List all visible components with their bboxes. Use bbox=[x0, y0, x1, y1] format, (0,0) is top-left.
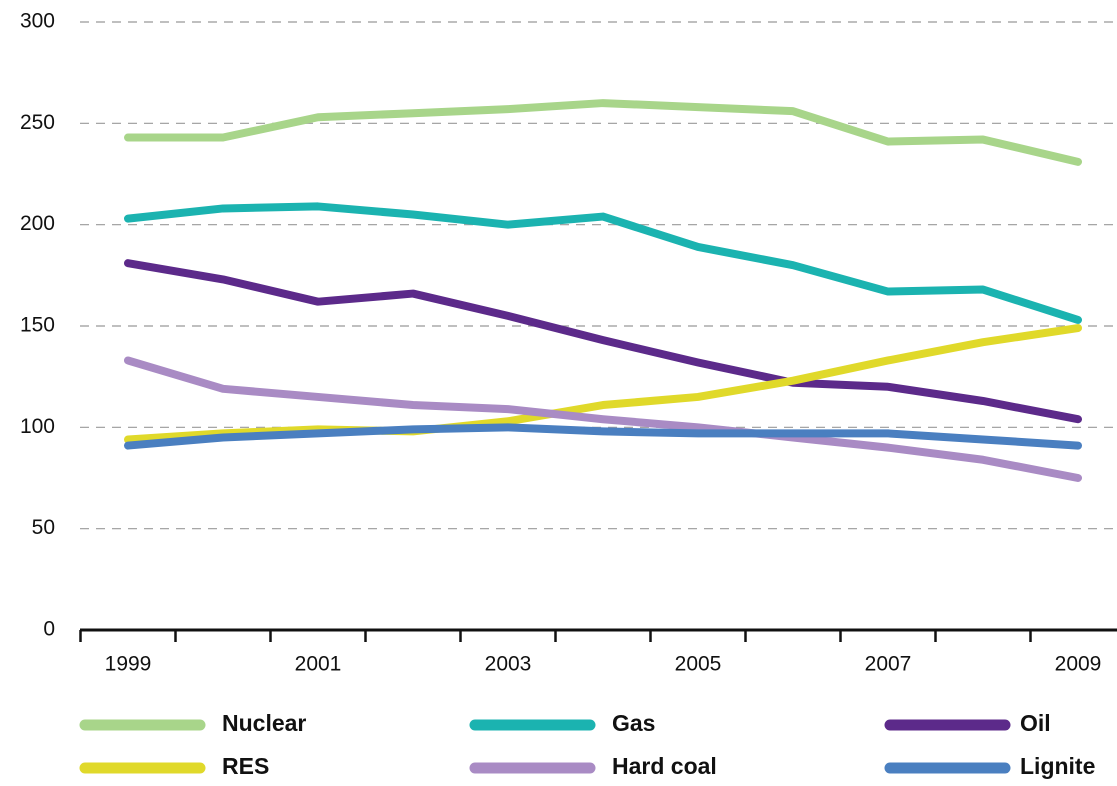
data-line bbox=[124, 259, 1082, 424]
x-tick-label: 2001 bbox=[295, 653, 342, 676]
y-tick-label: 100 bbox=[20, 415, 55, 438]
y-tick-label: 300 bbox=[20, 10, 55, 33]
data-line bbox=[124, 356, 1082, 482]
y-tick-label: 250 bbox=[20, 111, 55, 134]
y-tick-label: 50 bbox=[32, 516, 55, 539]
y-tick-label: 200 bbox=[20, 212, 55, 235]
x-tick-label: 2009 bbox=[1055, 653, 1102, 676]
y-tick-label: 0 bbox=[43, 618, 55, 641]
legend-label: Nuclear bbox=[222, 710, 306, 736]
y-tick-label: 150 bbox=[20, 314, 55, 337]
legend-label: Lignite bbox=[1020, 753, 1095, 779]
x-tick-label: 2003 bbox=[485, 653, 532, 676]
legend-label: Gas bbox=[612, 710, 655, 736]
data-line bbox=[124, 423, 1082, 450]
legend-label: RES bbox=[222, 753, 269, 779]
x-tick-label: 2005 bbox=[675, 653, 722, 676]
data-line bbox=[124, 202, 1082, 324]
x-tick-label: 1999 bbox=[105, 653, 152, 676]
x-tick-label: 2007 bbox=[865, 653, 912, 676]
data-line bbox=[124, 99, 1082, 166]
legend-label: Oil bbox=[1020, 710, 1051, 736]
legend-label: Hard coal bbox=[612, 753, 717, 779]
data-line bbox=[124, 324, 1082, 444]
